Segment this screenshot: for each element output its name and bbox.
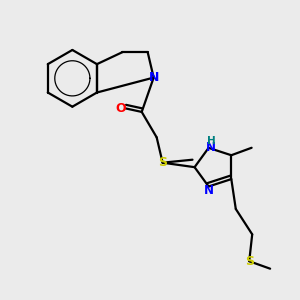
Text: N: N: [148, 71, 159, 84]
Text: S: S: [245, 255, 254, 268]
Text: S: S: [158, 156, 167, 169]
Text: H: H: [207, 136, 215, 146]
Text: O: O: [116, 102, 126, 115]
Text: N: N: [206, 141, 216, 154]
Text: N: N: [204, 184, 214, 196]
